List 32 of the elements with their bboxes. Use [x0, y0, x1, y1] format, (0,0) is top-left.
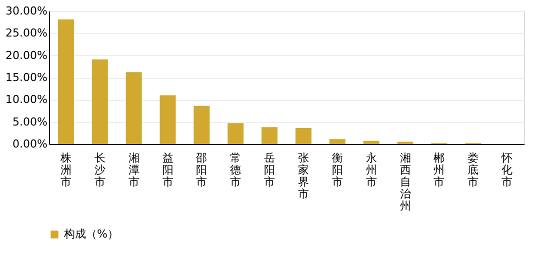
x-tick-label: 常德市: [230, 152, 242, 188]
y-tick-label: 25.00%: [6, 26, 48, 40]
y-tick-label: 15.00%: [6, 71, 48, 84]
x-tick-label: 岳阳市: [264, 152, 276, 188]
x-tick-label: 衡阳市: [332, 152, 343, 188]
x-tick-label: 邵阳市: [196, 152, 208, 188]
x-tick-label: 湘潭市: [128, 152, 140, 188]
bar: [160, 95, 176, 144]
legend-label: 构成（%）: [63, 228, 118, 240]
bar: [295, 128, 312, 144]
x-tick-label: 株洲市: [59, 152, 72, 188]
bar: [262, 127, 278, 144]
x-tick-label: 长沙市: [94, 152, 106, 188]
bar: [329, 139, 346, 144]
bar: [126, 72, 142, 144]
y-tick-label: 10.00%: [6, 93, 48, 106]
x-tick-label: 娄底市: [468, 152, 479, 188]
x-tick-label: 张家界市: [298, 152, 309, 200]
bar: [228, 123, 244, 144]
bar: [92, 59, 108, 144]
bar: [363, 140, 380, 144]
x-tick-label: 怀化市: [500, 152, 513, 188]
y-tick-label: 30.00%: [6, 4, 48, 18]
x-tick-label: 益阳市: [162, 152, 174, 188]
x-tick-label: 永州市: [366, 152, 377, 188]
y-tick-label: 20.00%: [6, 48, 48, 62]
x-tick-label: 郴州市: [434, 152, 445, 188]
bar: [194, 106, 210, 144]
bar: [58, 19, 74, 144]
y-tick-label: 0.00%: [12, 138, 48, 150]
y-tick-label: 5.00%: [12, 115, 48, 128]
x-tick-label: 湘西自治州: [400, 152, 411, 212]
